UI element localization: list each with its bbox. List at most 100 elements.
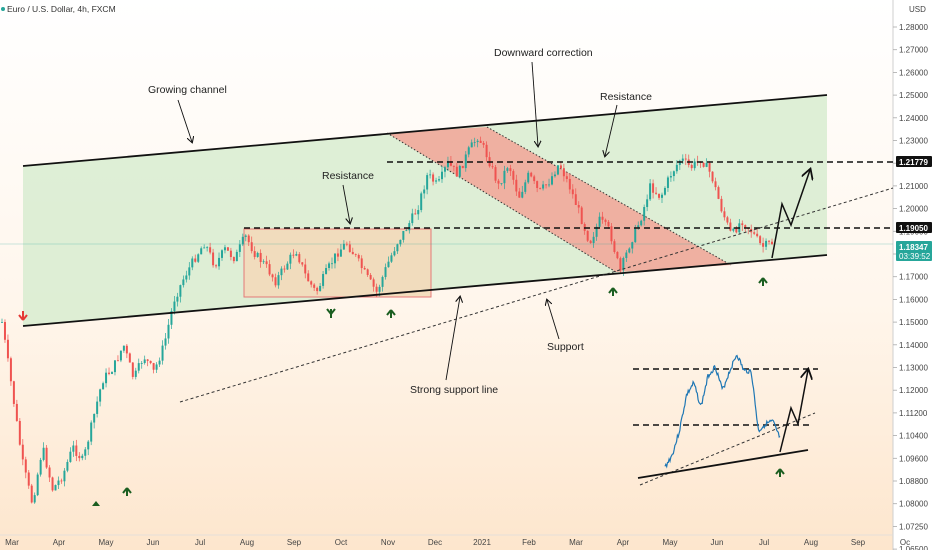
candle-body: [212, 252, 215, 266]
candle-body: [274, 277, 277, 286]
x-tick-label: Apr: [53, 538, 66, 547]
candle-body: [325, 268, 328, 274]
candle-body: [238, 244, 241, 252]
callout-resistance-top: [605, 104, 618, 156]
candle-body: [304, 264, 307, 274]
candle-body: [705, 162, 708, 167]
candle-body: [473, 141, 476, 143]
callout-growing-channel: [177, 99, 192, 142]
x-tick-label: Mar: [5, 538, 19, 547]
candle-body: [271, 274, 274, 278]
candle-body: [351, 251, 354, 255]
candle-body: [81, 455, 84, 459]
candle-body: [530, 172, 533, 177]
candle-body: [610, 226, 613, 242]
candle-body: [333, 253, 336, 264]
candle-body: [571, 189, 574, 195]
candle-body: [426, 175, 429, 190]
candle-body: [247, 235, 250, 243]
candle-body: [637, 225, 640, 228]
candle-body: [90, 422, 93, 442]
candle-body: [714, 181, 717, 188]
candle-body: [203, 247, 206, 249]
y-tick-label: 1.07250: [899, 522, 928, 531]
candle-body: [384, 267, 387, 278]
candle-body: [568, 178, 571, 190]
candle-body: [152, 363, 155, 370]
candle-body: [491, 166, 494, 168]
candle-body: [672, 171, 675, 177]
correction-upper-edge: [486, 126, 732, 266]
x-tick-label: Sep: [851, 538, 866, 547]
candle-body: [545, 184, 548, 186]
candle-body: [265, 261, 268, 265]
candle-body: [277, 275, 280, 286]
candle-body: [708, 162, 711, 172]
candle-body: [161, 345, 164, 361]
candle-body: [331, 263, 333, 265]
candle-body: [690, 164, 693, 169]
inset-schematic: [633, 354, 818, 486]
candle-body: [438, 179, 441, 181]
candle-body: [509, 168, 512, 172]
candle-body: [601, 216, 604, 220]
candle-body: [435, 180, 438, 182]
candle-body: [113, 360, 116, 373]
x-tick-label: May: [662, 538, 677, 547]
candle-body: [179, 285, 182, 297]
candle-body: [36, 474, 39, 496]
candle-body: [111, 372, 113, 374]
candle-body: [259, 252, 262, 263]
candle-body: [461, 165, 464, 169]
price-label-countdown: 03:39:52: [899, 252, 931, 261]
candle-body: [607, 221, 610, 227]
candle-body: [640, 220, 643, 226]
candle-body: [209, 247, 212, 253]
candle-body: [702, 162, 705, 167]
candle-body: [137, 363, 140, 371]
candle-body: [756, 233, 759, 237]
candle-body: [363, 268, 366, 270]
price-label-box: [896, 241, 932, 261]
candle-body: [158, 360, 161, 365]
candle-body: [369, 274, 372, 280]
candle-body: [443, 167, 446, 172]
y-tick-label: 1.11200: [899, 409, 928, 418]
candle-body: [1, 322, 3, 323]
downward-correction-channel: [387, 127, 731, 272]
candle-body: [396, 244, 399, 252]
y-tick-label: 1.13000: [899, 364, 928, 373]
candle-body: [15, 403, 18, 421]
candle-body: [143, 359, 146, 364]
x-tick-label: Oct: [335, 538, 348, 547]
candle-body: [625, 252, 628, 259]
channel-lower-line: [22, 254, 828, 327]
candle-body: [405, 230, 408, 232]
y-tick-label: 1.20000: [899, 205, 928, 214]
price-label-value: 1.21779: [899, 158, 928, 167]
signal-arrows: [18, 277, 785, 506]
candle-body: [194, 258, 197, 262]
candle-body: [613, 241, 616, 252]
candle-body: [250, 242, 253, 252]
y-tick-label: 1.08800: [899, 477, 928, 486]
candle-body: [479, 140, 482, 143]
candle-body: [455, 166, 458, 177]
x-tick-label: Jul: [195, 538, 205, 547]
candle-body: [470, 142, 473, 148]
legend-dot-icon: [1, 7, 5, 11]
candle-body: [197, 254, 200, 262]
candle-body: [643, 207, 646, 221]
candle-body: [553, 174, 556, 177]
inset-projection-path: [779, 370, 808, 453]
candle-body: [732, 228, 735, 231]
candle-body: [223, 247, 226, 251]
candle-body: [669, 176, 672, 178]
candle-body: [256, 252, 259, 257]
x-tick-label: Jul: [759, 538, 769, 547]
chart-title: Euro / U.S. Dollar, 4h, FXCM: [7, 4, 116, 14]
candle-body: [765, 240, 768, 247]
candle-body: [589, 240, 592, 244]
